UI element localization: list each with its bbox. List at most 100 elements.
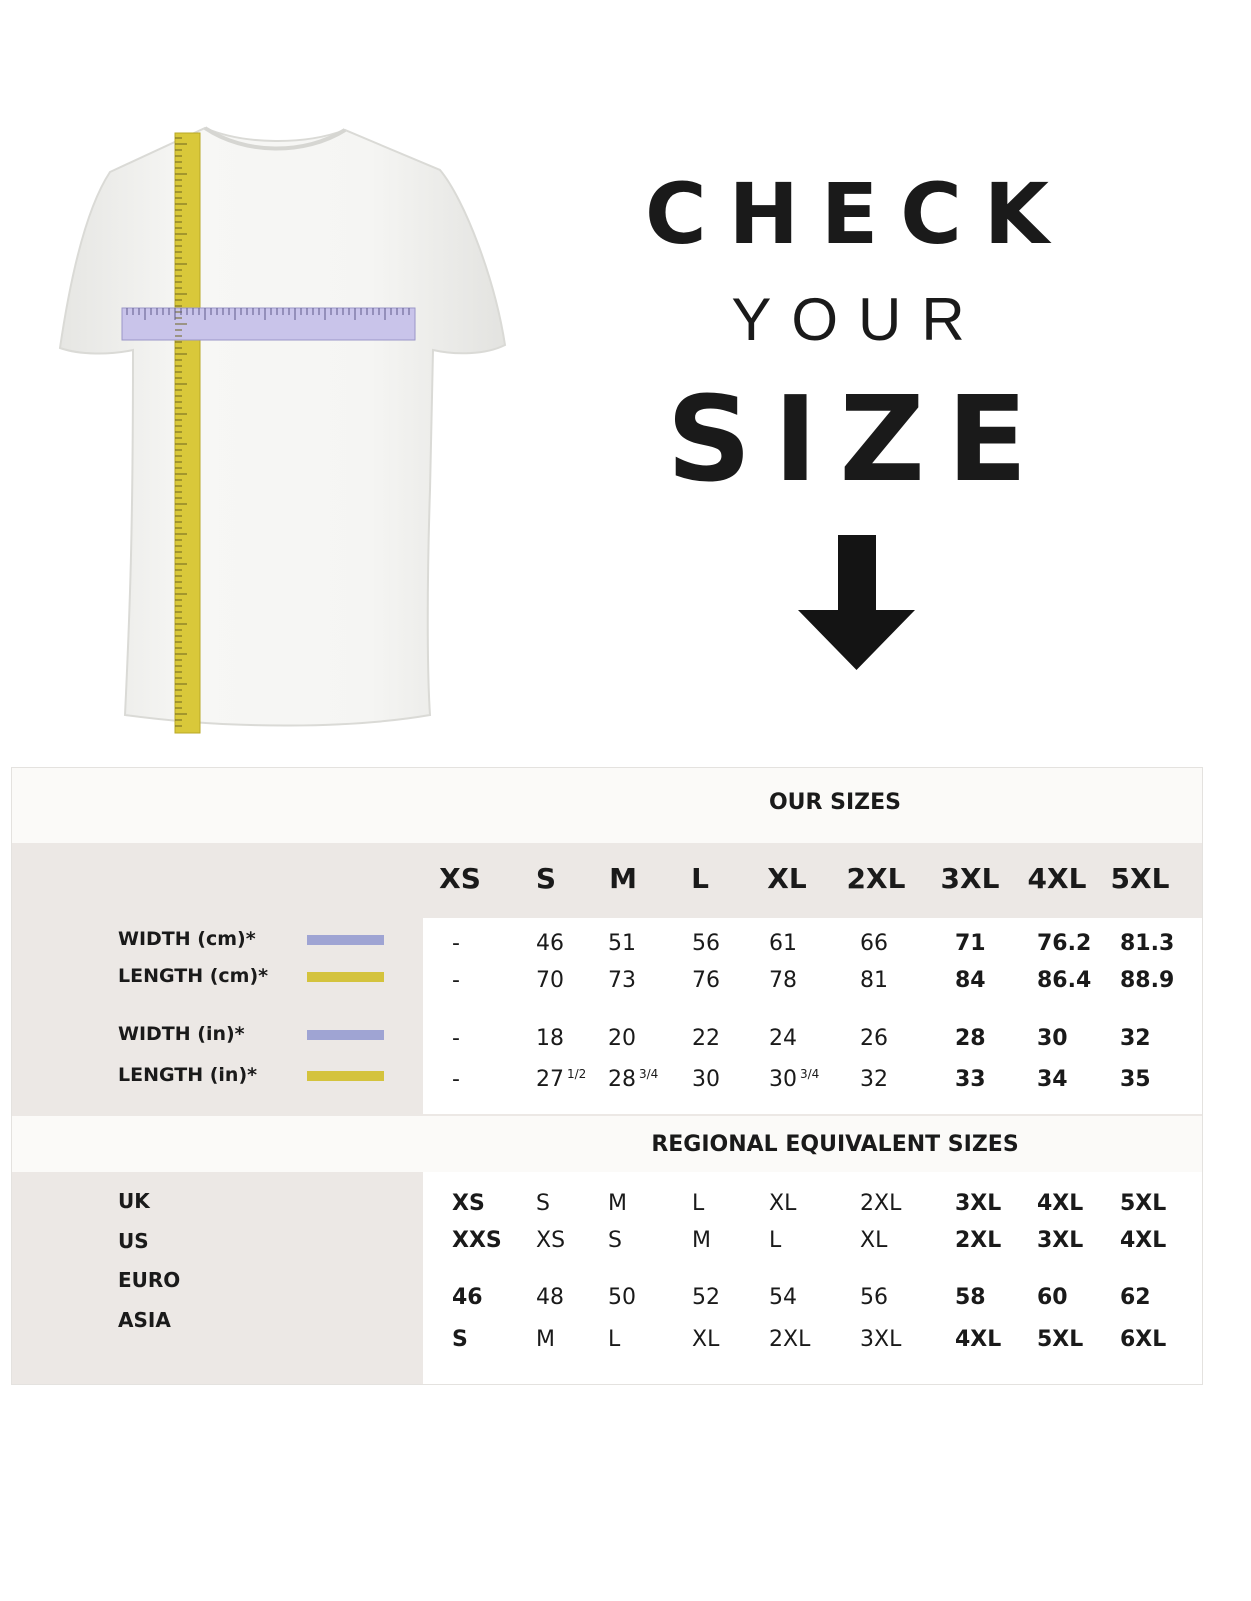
width-color-swatch [307, 1030, 384, 1040]
regional-size-value: 3XL [1037, 1228, 1084, 1253]
regional-size-value: 6XL [1120, 1327, 1167, 1352]
regional-size-value: M [536, 1327, 555, 1352]
measurement-value: 20 [608, 1026, 636, 1051]
value-number: 56 [692, 931, 720, 956]
value-number: 35 [1120, 1067, 1151, 1092]
regional-size-value: XL [860, 1228, 888, 1253]
size-column-header: XS [439, 862, 481, 895]
measurement-value: 33 [955, 1067, 986, 1092]
measurement-value: 24 [769, 1026, 797, 1051]
heading-check: CHECK [644, 165, 1072, 263]
value-number: 24 [769, 1026, 797, 1051]
regional-size-value: M [608, 1191, 627, 1216]
measurement-value: 22 [692, 1026, 720, 1051]
value-number: 34 [1037, 1067, 1068, 1092]
measurement-value: 66 [860, 931, 888, 956]
heading-your: YOUR [731, 286, 985, 353]
measurement-value: - [452, 1067, 460, 1092]
regional-size-value: S [452, 1327, 468, 1352]
measurement-value: 27 1/2 [536, 1067, 586, 1092]
our-sizes-title: OUR SIZES [768, 790, 902, 815]
regional-size-value: XXS [452, 1228, 502, 1253]
value-number: 33 [955, 1067, 986, 1092]
measurement-value: 26 [860, 1026, 888, 1051]
regional-size-value: 4XL [1037, 1191, 1084, 1216]
size-column-header: M [609, 862, 637, 895]
regional-size-value: S [536, 1191, 550, 1216]
regional-size-value: 5XL [1037, 1327, 1084, 1352]
region-label: UK [118, 1189, 150, 1213]
value-number: 27 [536, 1067, 564, 1092]
measurement-value: 56 [692, 931, 720, 956]
value-number: 61 [769, 931, 797, 956]
measurement-value: 73 [608, 968, 636, 993]
size-table [11, 767, 1203, 1385]
regional-size-value: 3XL [955, 1191, 1002, 1216]
regional-size-value: 54 [769, 1285, 797, 1310]
measurement-value: - [452, 1026, 460, 1051]
measurement-label: LENGTH (in)* [118, 1064, 258, 1086]
value-number: 78 [769, 968, 797, 993]
value-number: 30 [692, 1067, 720, 1092]
value-number: 71 [955, 931, 986, 956]
value-number: 30 [1037, 1026, 1068, 1051]
regional-size-value: 4XL [955, 1327, 1002, 1352]
regional-size-value: L [608, 1327, 621, 1352]
measurement-value: 28 [955, 1026, 986, 1051]
regional-size-value: L [769, 1228, 782, 1253]
arrow-down-icon [798, 535, 915, 670]
measurement-value: 32 [860, 1067, 888, 1092]
length-color-swatch [307, 1071, 384, 1081]
regional-size-value: XS [536, 1228, 566, 1253]
value-number: 81.3 [1120, 931, 1175, 956]
value-number: 28 [608, 1067, 636, 1092]
size-column-header: 3XL [940, 862, 1000, 895]
regional-size-value: 48 [536, 1285, 564, 1310]
value-number: 22 [692, 1026, 720, 1051]
value-number: 18 [536, 1026, 564, 1051]
region-label: EURO [118, 1268, 181, 1292]
measurement-value: 86.4 [1037, 968, 1091, 993]
region-label: US [118, 1229, 149, 1253]
measurement-value: 70 [536, 968, 564, 993]
value-number: 70 [536, 968, 564, 993]
size-column-header: XL [767, 862, 807, 895]
measurement-value: 30 [692, 1067, 720, 1092]
value-fraction: 1/2 [567, 1067, 587, 1081]
regional-size-value: 2XL [769, 1327, 811, 1352]
measurement-value: 34 [1037, 1067, 1068, 1092]
value-number: 51 [608, 931, 636, 956]
value-number: 32 [860, 1067, 888, 1092]
length-color-swatch [307, 972, 384, 982]
size-column-header: 5XL [1110, 862, 1170, 895]
measurement-label: WIDTH (in)* [118, 1023, 245, 1045]
value-number: - [452, 1067, 460, 1092]
regional-size-value: 2XL [860, 1191, 902, 1216]
regional-sizes-title: REGIONAL EQUIVALENT SIZES [651, 1132, 1019, 1157]
width-measuring-tape [121, 307, 416, 341]
value-number: 76 [692, 968, 720, 993]
size-column-header: 4XL [1027, 862, 1087, 895]
measurement-value: 18 [536, 1026, 564, 1051]
regional-size-value: 52 [692, 1285, 720, 1310]
measurement-value: 71 [955, 931, 986, 956]
value-number: 86.4 [1037, 968, 1092, 993]
measurement-value: 28 3/4 [608, 1067, 658, 1092]
value-number: 84 [955, 968, 986, 993]
regional-size-value: XL [769, 1191, 797, 1216]
regional-size-value: 2XL [955, 1228, 1002, 1253]
measurement-value: - [452, 968, 460, 993]
measurement-value: 35 [1120, 1067, 1151, 1092]
value-number: 46 [536, 931, 564, 956]
t-shirt-illustration: /* ticks drawn below */ [58, 126, 507, 734]
value-number: 66 [860, 931, 888, 956]
measurement-value: 32 [1120, 1026, 1151, 1051]
measurement-label: LENGTH (cm)* [118, 965, 269, 987]
value-number: 28 [955, 1026, 986, 1051]
size-column-header: 2XL [846, 862, 906, 895]
value-number: 20 [608, 1026, 636, 1051]
measurement-value: 51 [608, 931, 636, 956]
measurement-value: 61 [769, 931, 797, 956]
value-number: - [452, 931, 460, 956]
measurement-label: WIDTH (cm)* [118, 928, 256, 950]
